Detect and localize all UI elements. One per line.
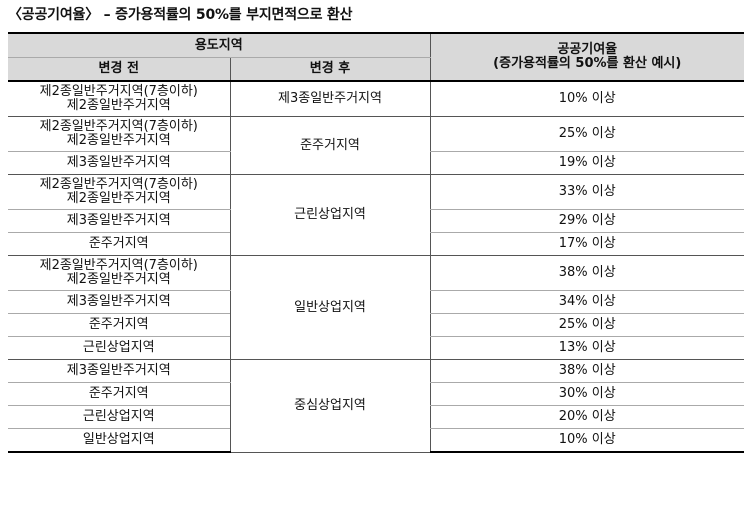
cell-rate: 10% 이상 [429,428,744,453]
cell-after: 제3종일반주거지역 [229,81,430,117]
cell-after: 중심상업지역 [229,359,430,453]
table-row: 준주거지역 30% 이상 [8,382,744,406]
cell-before: 제2종일반주거지역(7층이하) 제2종일반주거지역 [8,174,230,210]
cell-after: 근린상업지역 [229,174,430,256]
cell-before-line: 제2종일반주거지역(7층이하) [39,258,198,273]
cell-before: 제3종일반주거지역 [8,151,230,175]
cell-before-line: 제2종일반주거지역 [66,191,171,206]
cell-rate: 25% 이상 [429,313,744,337]
cell-rate: 29% 이상 [429,209,744,233]
cell-before: 제3종일반주거지역 [8,290,230,314]
table-row: 준주거지역 25% 이상 [8,313,744,337]
cell-rate: 38% 이상 [429,255,744,291]
header-rate-line2: (증가용적률의 50%를 환산 예시) [493,56,682,71]
table-row: 제3종일반주거지역 19% 이상 [8,151,744,175]
cell-rate: 13% 이상 [429,336,744,360]
cell-rate: 38% 이상 [429,359,744,383]
table-row: 제3종일반주거지역 중심상업지역 38% 이상 [8,359,744,453]
cell-before-line: 준주거지역 [88,236,149,251]
cell-before: 제2종일반주거지역(7층이하) 제2종일반주거지역 [8,116,230,152]
cell-rate: 30% 이상 [429,382,744,406]
cell-before-line: 제2종일반주거지역 [66,98,171,113]
header-rate: 공공기여율 (증가용적률의 50%를 환산 예시) [429,32,744,82]
cell-before: 근린상업지역 [8,336,230,360]
table-row: 제3종일반주거지역 29% 이상 [8,209,744,233]
cell-before-line: 제2종일반주거지역(7층이하) [39,119,198,134]
cell-before-line: 제3종일반주거지역 [66,363,171,378]
cell-rate: 34% 이상 [429,290,744,314]
cell-before: 제3종일반주거지역 [8,359,230,383]
cell-rate: 25% 이상 [429,116,744,152]
cell-before: 제2종일반주거지역(7층이하) 제2종일반주거지역 [8,81,230,117]
cell-rate: 19% 이상 [429,151,744,175]
cell-before-line: 근린상업지역 [82,409,155,424]
table-row: 제2종일반주거지역(7층이하) 제2종일반주거지역 근린상업지역 33% 이상 [8,174,744,256]
cell-rate: 17% 이상 [429,232,744,256]
cell-before-line: 준주거지역 [88,386,149,401]
cell-before: 준주거지역 [8,382,230,406]
cell-before-line: 근린상업지역 [82,340,155,355]
cell-after: 일반상업지역 [229,255,430,360]
table-row: 제2종일반주거지역(7층이하) 제2종일반주거지역 일반상업지역 38% 이상 [8,255,744,360]
cell-before: 제2종일반주거지역(7층이하) 제2종일반주거지역 [8,255,230,291]
document-title: 〈공공기여율〉 – 증가용적률의 50%를 부지면적으로 환산 [8,7,353,23]
table-body: 제2종일반주거지역(7층이하) 제2종일반주거지역 제3종일반주거지역 10% 이상 제… [8,81,744,453]
cell-rate: 33% 이상 [429,174,744,210]
contribution-rate-table: 용도지역 공공기여율 (증가용적률의 50%를 환산 예시) 변경 전 변경 후… [8,32,744,453]
header-rate-line1: 공공기여율 [557,42,618,57]
header-zone: 용도지역 [8,32,430,58]
cell-before: 준주거지역 [8,232,230,256]
cell-before: 근린상업지역 [8,405,230,429]
cell-before-line: 제3종일반주거지역 [66,213,171,228]
table-row: 준주거지역 17% 이상 [8,232,744,256]
table-row: 제2종일반주거지역(7층이하) 제2종일반주거지역 준주거지역 25% 이상 [8,116,744,175]
table-row: 근린상업지역 20% 이상 [8,405,744,429]
cell-after: 준주거지역 [229,116,430,175]
cell-before-line: 준주거지역 [88,317,149,332]
cell-before: 준주거지역 [8,313,230,337]
cell-before-line: 제3종일반주거지역 [66,294,171,309]
table-row: 제3종일반주거지역 34% 이상 [8,290,744,314]
cell-before-line: 제2종일반주거지역 [66,272,171,287]
table-row: 제2종일반주거지역(7층이하) 제2종일반주거지역 제3종일반주거지역 10% 이상 [8,81,744,117]
cell-rate: 10% 이상 [429,81,744,117]
header-after: 변경 후 [229,57,430,82]
cell-before-line: 제2종일반주거지역(7층이하) [39,177,198,192]
cell-before-line: 제2종일반주거지역(7층이하) [39,84,198,99]
cell-before: 제3종일반주거지역 [8,209,230,233]
cell-before-line: 제3종일반주거지역 [66,155,171,170]
table-row: 일반상업지역 10% 이상 [8,428,744,453]
cell-rate: 20% 이상 [429,405,744,429]
cell-before-line: 일반상업지역 [82,432,155,447]
header-before: 변경 전 [8,57,230,82]
cell-before: 일반상업지역 [8,428,230,453]
table-row: 근린상업지역 13% 이상 [8,336,744,360]
cell-before-line: 제2종일반주거지역 [66,133,171,148]
